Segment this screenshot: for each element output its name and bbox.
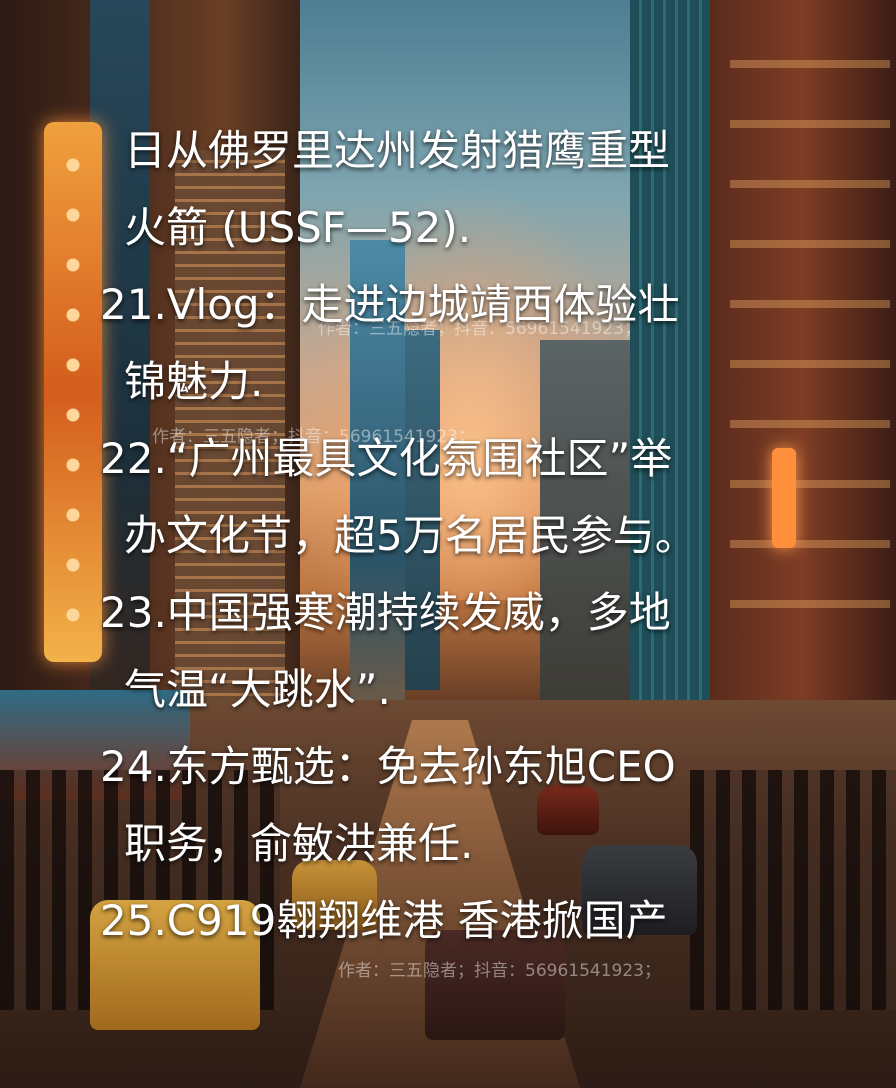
watermark: 作者：三五隐者；抖音：56961541923； [318,319,641,339]
center-tower [350,240,405,700]
neon-sign-lights [52,140,94,640]
crowd-right [690,770,896,1010]
news-text-block: 日从佛罗里达州发射猎鹰重型 火箭 (USSF—52). 21.Vlog：走进边城… [100,112,820,959]
taxi-near [90,900,260,1030]
lit-windows [730,60,890,660]
text-line: 24.东方甄选：免去孙东旭CEO [100,742,676,791]
text-line: 气温“大跳水”. [124,665,391,714]
watermark: 作者：三五隐者；抖音：56961541923； [152,427,475,447]
text-line: 23.中国强寒潮持续发威，多地 [100,588,671,637]
text-line: 日从佛罗里达州发射猎鹰重型 [124,126,671,175]
text-line: 办文化节，超5万名居民参与。 [124,511,697,560]
left-tower [175,150,285,790]
center-tower-small [405,330,440,690]
car-dark-right [582,845,697,935]
hanging-lantern [772,448,796,548]
car-dark-center [425,930,565,1040]
taxi-far [292,860,377,930]
text-line: 21.Vlog：走进边城靖西体验壮 [100,280,680,329]
text-line: 25.C919翱翔维港 香港掀国产 [100,896,668,945]
text-line: 职务，俞敏洪兼任. [124,819,474,868]
text-line: 锦魅力. [124,357,264,406]
car-red [537,785,599,835]
watermark: 作者：三五隐者；抖音：56961541923； [338,961,661,981]
text-line: 22.“广州最具文化氛围社区”举 [100,434,673,483]
right-mid-building [540,340,635,720]
text-line: 火箭 (USSF—52). [124,203,472,252]
